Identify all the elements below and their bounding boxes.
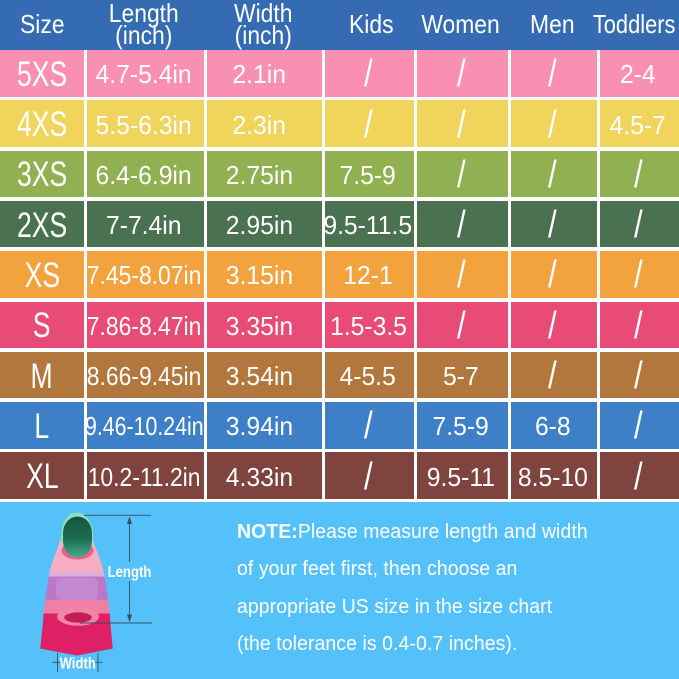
svg-text:Length: Length	[108, 564, 152, 581]
svg-text:Width: Width	[60, 655, 96, 672]
